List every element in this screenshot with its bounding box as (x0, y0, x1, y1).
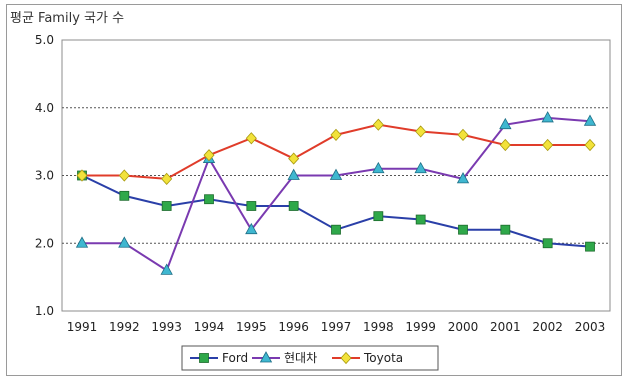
diamond-marker (203, 149, 215, 162)
diamond-marker (118, 169, 130, 182)
diamond-marker (161, 172, 173, 185)
diamond-marker (415, 125, 427, 138)
triangle-marker (287, 168, 300, 180)
square-marker (373, 211, 384, 222)
legend-label: 현대차 (284, 351, 317, 365)
y-tick-label: 1.0 (35, 304, 54, 318)
x-tick-label: 2003 (575, 320, 606, 334)
x-tick-label: 1994 (194, 320, 225, 334)
square-marker (500, 224, 511, 235)
diamond-marker (499, 138, 511, 152)
chart-frame (6, 4, 622, 376)
y-tick-label: 2.0 (35, 236, 54, 250)
x-tick-label: 1997 (321, 320, 352, 334)
square-marker (542, 238, 553, 249)
x-tick-label: 1995 (236, 320, 267, 334)
x-tick-label: 2001 (490, 320, 521, 334)
diamond-marker (245, 132, 257, 145)
square-marker (161, 201, 172, 211)
series-3 (76, 118, 596, 185)
x-tick-label: 1992 (109, 320, 140, 334)
diamond-marker (542, 138, 554, 152)
triangle-marker (160, 263, 173, 275)
triangle-marker (75, 236, 89, 248)
x-tick-label: 1996 (278, 320, 309, 334)
triangle-marker (329, 168, 343, 180)
x-tick-label: 2002 (532, 320, 563, 334)
diamond-marker (457, 128, 469, 141)
x-tick-label: 1993 (151, 320, 182, 334)
square-marker (204, 194, 214, 205)
triangle-marker (118, 236, 131, 248)
diamond-marker (288, 152, 300, 165)
triangle-marker (259, 351, 273, 363)
x-tick-labels: 1991 1992 1993 1994 1995 1996 1997 1998 1999 2000… (67, 320, 606, 334)
diamond-marker (340, 351, 352, 365)
square-marker (415, 214, 426, 225)
triangle-marker (372, 161, 385, 174)
x-tick-label: 1999 (405, 320, 436, 334)
triangle-marker (541, 111, 554, 123)
triangle-marker (414, 161, 427, 174)
diamond-marker (330, 128, 342, 141)
legend-label: Toyota (363, 351, 403, 365)
diamond-marker (372, 118, 384, 131)
x-tick-label: 1991 (67, 320, 98, 334)
square-marker (458, 224, 468, 235)
y-tick-label: 4.0 (35, 101, 54, 115)
legend-label: Ford (222, 351, 248, 365)
legend: Ford 현대차 Toyota (181, 345, 439, 371)
y-axis-title: 평균 Family 국가 수 (10, 11, 124, 26)
triangle-marker (456, 172, 470, 184)
square-marker (199, 353, 209, 363)
series-2 (75, 111, 597, 275)
y-tick-labels: 1.0 2.0 3.0 4.0 5.0 (35, 33, 54, 318)
triangle-marker (499, 117, 512, 130)
diamond-marker (584, 138, 596, 152)
square-marker (585, 241, 595, 252)
series-line (81, 174, 591, 248)
diamond-marker (76, 169, 88, 182)
square-marker (288, 201, 299, 211)
x-tick-label: 1998 (363, 320, 394, 334)
square-marker (246, 201, 257, 211)
y-tick-label: 5.0 (35, 33, 54, 47)
series-1 (77, 170, 595, 252)
legend-box (181, 345, 439, 371)
triangle-marker (583, 114, 597, 126)
series-group (75, 111, 597, 275)
triangle-marker (245, 222, 258, 235)
square-marker (331, 224, 341, 235)
square-marker (119, 190, 130, 201)
y-tick-label: 3.0 (35, 169, 54, 183)
x-tick-label: 2000 (448, 320, 479, 334)
